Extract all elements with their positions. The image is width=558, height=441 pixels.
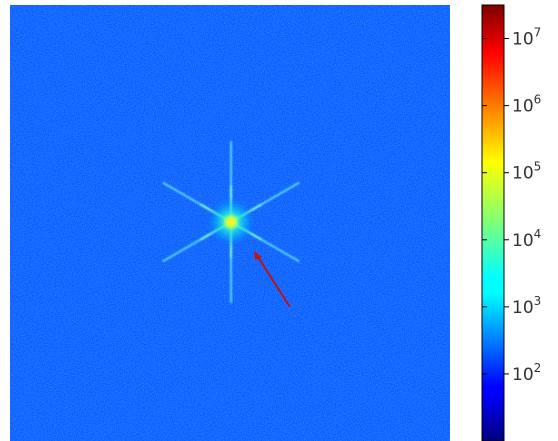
colorbar-tick-label-1: 103 — [512, 294, 541, 318]
colorbar-tick-label-3: 105 — [512, 160, 541, 184]
colorbar-gradient — [481, 4, 505, 441]
colorbar-tick-label-5: 107 — [512, 26, 541, 50]
colorbar-tick-label-2: 104 — [512, 227, 541, 251]
colorbar-tick-label-4: 106 — [512, 93, 541, 117]
central-peak-center — [228, 219, 234, 225]
colorbar: 102 103 104 105 106 107 — [481, 4, 541, 441]
annotation-arrow-shaft — [257, 256, 291, 308]
colorbar-tick-label-0: 102 — [512, 361, 541, 385]
annotation-arrow-head — [254, 251, 262, 260]
colorbar-ticks: 102 103 104 105 106 107 — [482, 26, 541, 385]
heatmap-image — [10, 5, 450, 441]
